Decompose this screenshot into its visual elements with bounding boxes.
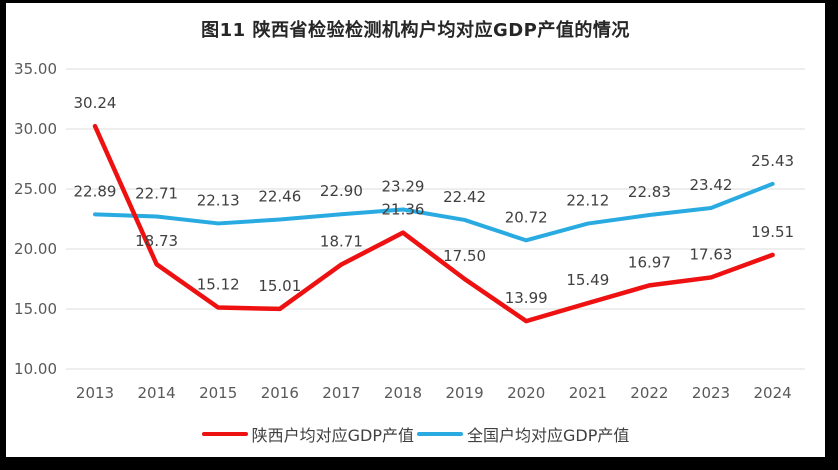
x-axis-tick-label: 2017 <box>322 384 360 402</box>
data-point-label: 30.24 <box>74 94 117 112</box>
y-axis-tick-label: 10.00 <box>14 360 57 378</box>
x-axis-tick-label: 2022 <box>630 384 668 402</box>
legend-line-swatch-national <box>417 432 463 436</box>
data-point-label: 22.46 <box>258 187 301 205</box>
x-axis-tick-label: 2014 <box>138 384 176 402</box>
chart-legend: 陕西户均对应GDP产值 全国户均对应GDP产值 <box>6 422 825 446</box>
data-point-label: 15.49 <box>566 271 609 289</box>
x-axis-tick-label: 2020 <box>507 384 545 402</box>
data-point-label: 23.29 <box>382 178 425 196</box>
data-point-label: 17.63 <box>690 245 733 263</box>
data-point-label: 23.42 <box>690 176 733 194</box>
data-point-label: 22.42 <box>443 188 486 206</box>
x-axis-tick-label: 2018 <box>384 384 422 402</box>
data-point-label: 22.90 <box>320 182 363 200</box>
y-axis-tick-label: 15.00 <box>14 300 57 318</box>
legend-item-national: 全国户均对应GDP产值 <box>417 422 629 446</box>
x-axis-tick-label: 2021 <box>569 384 607 402</box>
data-point-label: 18.71 <box>320 232 363 250</box>
x-axis-tick-label: 2013 <box>76 384 114 402</box>
x-axis-tick-label: 2019 <box>446 384 484 402</box>
chart-title: 图11 陕西省检验检测机构户均对应GDP产值的情况 <box>201 20 630 41</box>
x-axis-tick-label: 2015 <box>199 384 237 402</box>
data-point-label: 21.36 <box>382 201 425 219</box>
data-point-label: 22.12 <box>566 192 609 210</box>
chart-plot-area: 35.00 30.00 25.00 20.00 15.00 10.00 2013 2014 20… <box>14 60 805 402</box>
y-axis-tick-label: 30.00 <box>14 120 57 138</box>
data-point-label: 15.01 <box>258 277 301 295</box>
series-line-national <box>93 181 775 243</box>
legend-line-swatch-shaanxi <box>201 432 248 436</box>
x-axis-tick-label: 2016 <box>261 384 299 402</box>
y-axis-tick-label: 20.00 <box>14 240 57 258</box>
y-axis-tick-label: 35.00 <box>14 60 57 78</box>
series-line-shaanxi <box>92 123 775 324</box>
x-axis-tick-label: 2024 <box>754 384 792 402</box>
data-point-label: 13.99 <box>505 289 548 307</box>
data-point-label: 18.73 <box>135 232 178 250</box>
data-point-label: 22.71 <box>135 184 178 202</box>
data-point-label: 22.89 <box>74 182 117 200</box>
data-point-label: 22.83 <box>628 183 671 201</box>
data-point-label: 22.13 <box>197 191 240 209</box>
legend-item-shaanxi: 陕西户均对应GDP产值 <box>201 422 414 446</box>
data-point-label: 16.97 <box>628 253 671 271</box>
chart-frame: 图11 陕西省检验检测机构户均对应GDP产值的情况 35.00 30.00 25.0… <box>6 3 825 457</box>
legend-label-national: 全国户均对应GDP产值 <box>467 426 630 445</box>
y-axis-tick-label: 25.00 <box>14 180 57 198</box>
data-point-label: 19.51 <box>751 223 794 241</box>
data-point-label: 17.50 <box>443 247 486 265</box>
data-point-label: 20.72 <box>505 208 548 226</box>
x-axis-tick-label: 2023 <box>692 384 730 402</box>
data-point-label: 15.12 <box>197 276 240 294</box>
legend-label-shaanxi: 陕西户均对应GDP产值 <box>251 426 414 445</box>
data-point-label: 25.43 <box>751 152 794 170</box>
